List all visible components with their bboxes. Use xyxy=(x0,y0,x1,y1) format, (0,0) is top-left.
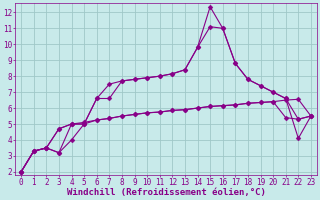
X-axis label: Windchill (Refroidissement éolien,°C): Windchill (Refroidissement éolien,°C) xyxy=(67,188,266,197)
